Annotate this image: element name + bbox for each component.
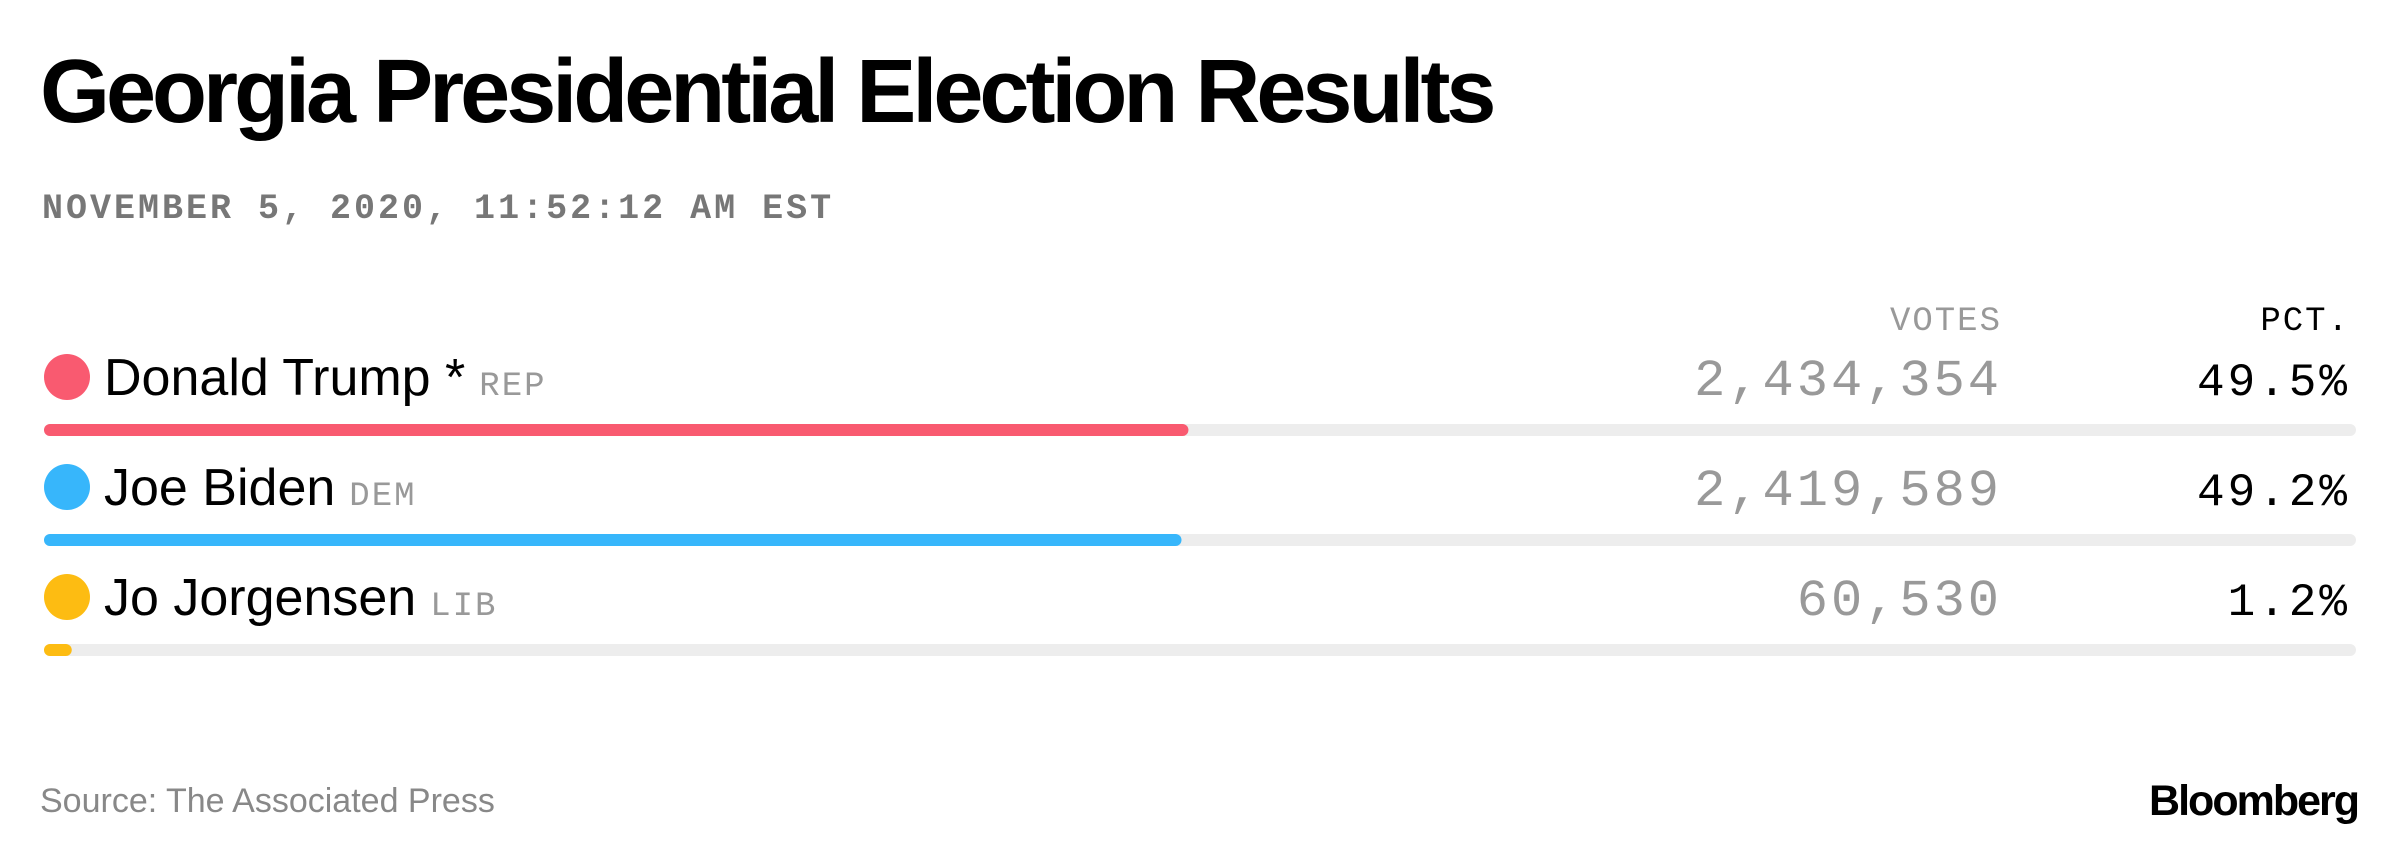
candidate-dot — [44, 464, 90, 510]
party-label: REP — [479, 368, 546, 406]
bar — [44, 644, 72, 656]
candidate-dot — [44, 574, 90, 620]
votes-header: VOTES — [1890, 303, 2002, 341]
candidate-name: Joe Biden — [104, 459, 335, 517]
pct-label: 49.5% — [2197, 357, 2350, 409]
party-label: DEM — [349, 478, 416, 516]
party-label: LIB — [430, 588, 497, 626]
source: Source: The Associated Press — [40, 782, 495, 820]
candidate-name: Jo Jorgensen — [104, 569, 416, 627]
bar — [44, 534, 1182, 546]
brand-logo: Bloomberg — [2149, 777, 2358, 825]
bar-track — [44, 644, 2356, 656]
bar — [44, 424, 1189, 436]
pct-label: 49.2% — [2197, 467, 2350, 519]
candidate-dot — [44, 354, 90, 400]
votes-label: 2,434,354 — [1694, 352, 2002, 411]
votes-label: 2,419,589 — [1694, 462, 2002, 521]
pct-header: PCT. — [2260, 303, 2350, 341]
chart-title: Georgia Presidential Election Results — [40, 42, 1493, 142]
votes-label: 60,530 — [1797, 572, 2002, 631]
candidate-name: Donald Trump * — [104, 349, 465, 407]
subtitle: NOVEMBER 5, 2020, 11:52:12 AM EST — [42, 189, 834, 229]
pct-label: 1.2% — [2228, 577, 2350, 629]
